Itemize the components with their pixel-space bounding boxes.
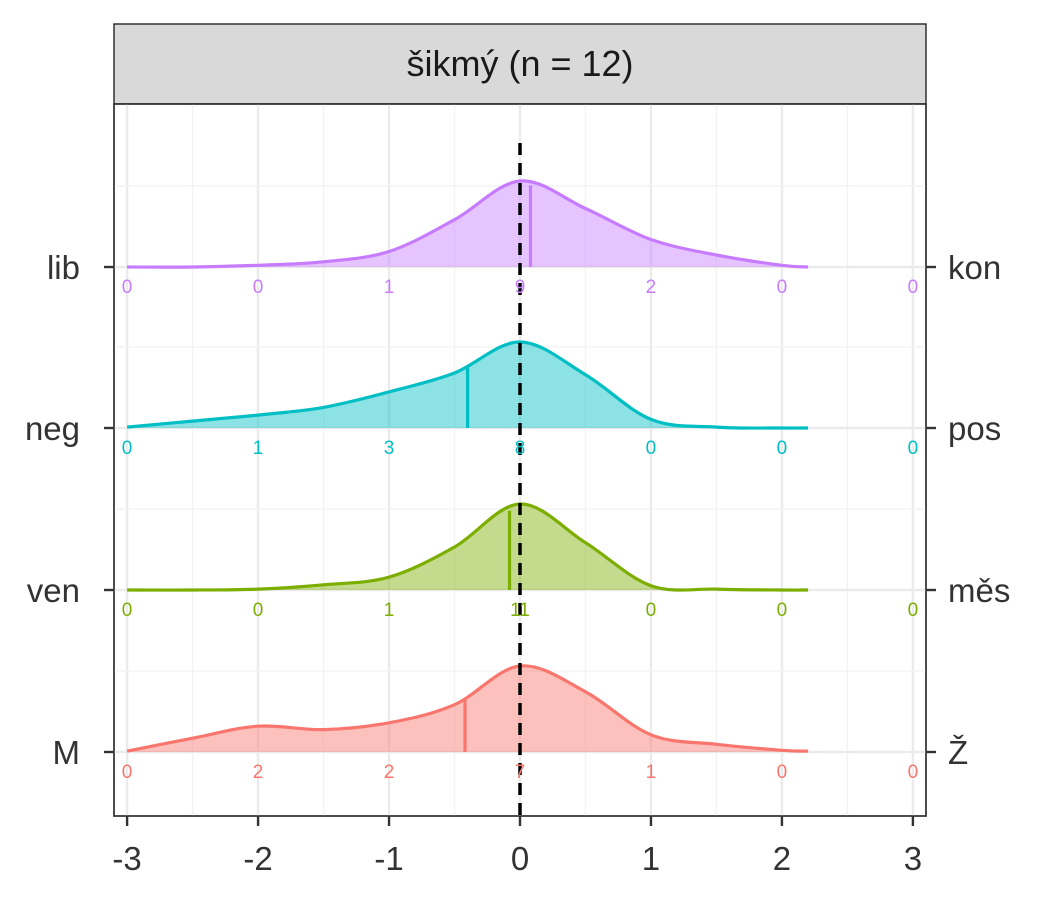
ridge-line-neg	[126, 340, 809, 430]
y-axis-left-label: ven	[27, 572, 80, 609]
y-axis-right-label: měs	[948, 572, 1010, 609]
x-tick-label: 0	[511, 840, 529, 877]
count-label: 2	[646, 277, 657, 298]
y-axis-right-label: pos	[948, 410, 1001, 447]
count-label: 9	[515, 277, 526, 298]
count-label: 3	[384, 438, 395, 459]
count-label: 7	[515, 762, 526, 783]
x-tick-label: -1	[374, 840, 403, 877]
ridges	[126, 179, 809, 753]
ridge-area-ven	[127, 503, 809, 591]
ridge-line-ven	[127, 502, 809, 592]
y-axis-left-label: M	[53, 734, 81, 771]
count-label: 0	[253, 600, 264, 621]
plot-panel-border	[113, 103, 927, 817]
y-axis-left-label: lib	[47, 249, 80, 286]
count-label: 1	[646, 762, 657, 783]
count-label: 0	[253, 277, 264, 298]
count-label: 0	[777, 600, 788, 621]
ridge-line-lib	[127, 179, 809, 269]
count-label: 2	[384, 762, 395, 783]
count-label: 11	[510, 600, 530, 621]
count-label: 0	[122, 600, 133, 621]
x-tick-label: 3	[904, 840, 922, 877]
ridge-line-m	[126, 664, 809, 753]
facet-strip	[113, 23, 927, 105]
count-label: 0	[777, 762, 788, 783]
count-labels: 0 2 2 7 1 0 00 0 1 11 0 0 00 1 3 8 0 0 00 0 1 9 2 0 0	[122, 277, 918, 783]
x-tick-label: -2	[243, 840, 272, 877]
count-label: 0	[122, 438, 133, 459]
count-label: 0	[777, 438, 788, 459]
count-label: 0	[122, 762, 133, 783]
y-axis-left-label: neg	[25, 410, 80, 447]
x-tick-label: 1	[642, 840, 660, 877]
count-label: 8	[515, 438, 526, 459]
count-label: 1	[384, 600, 395, 621]
count-label: 0	[908, 600, 919, 621]
ridge-area-lib	[127, 180, 809, 268]
count-label: 0	[908, 438, 919, 459]
count-label: 2	[253, 762, 264, 783]
x-tick-label: -3	[112, 840, 141, 877]
x-tick-label: 2	[773, 840, 791, 877]
y-axis-right-label: kon	[948, 249, 1001, 286]
facet-strip-title: šikmý (n = 12)	[406, 43, 633, 84]
count-label: 0	[908, 277, 919, 298]
count-label: 0	[908, 762, 919, 783]
ridge-area-m	[127, 665, 809, 752]
count-label: 0	[777, 277, 788, 298]
count-label: 1	[384, 277, 395, 298]
count-label: 0	[646, 438, 657, 459]
count-label: 0	[122, 277, 133, 298]
y-axis-right-label: Ž	[948, 734, 968, 771]
count-label: 1	[253, 438, 264, 459]
count-label: 0	[646, 600, 657, 621]
